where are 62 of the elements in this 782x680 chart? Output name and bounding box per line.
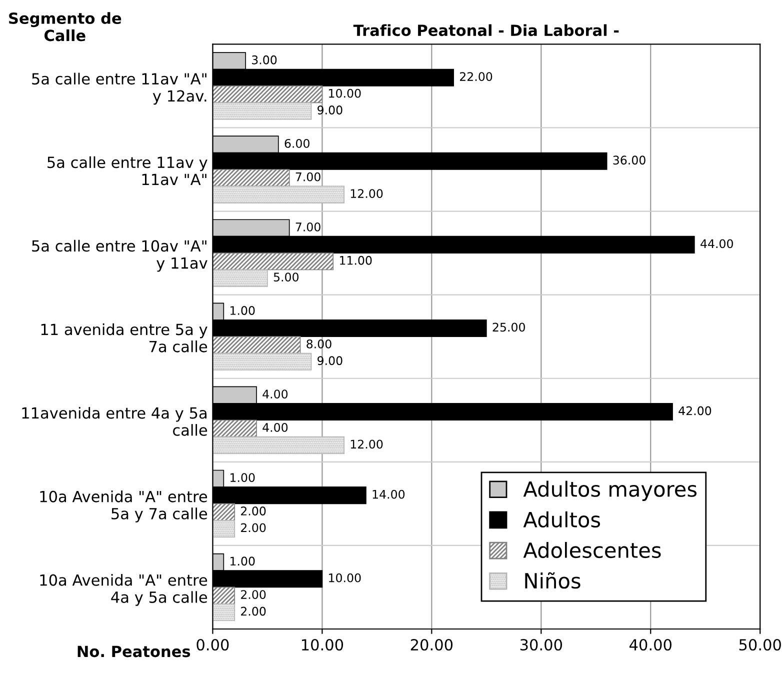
data-label: 25.00 (492, 322, 525, 332)
y-tick-label: 10a Avenida "A" entre 5a y 7a calle (40, 490, 208, 522)
data-label: 2.00 (241, 506, 266, 516)
legend-label: Niños (525, 572, 580, 589)
data-label: 44.00 (700, 239, 733, 248)
x-tick-label: 30.00 (520, 638, 562, 651)
x-tick-label: 10.00 (302, 638, 344, 651)
data-label: 42.00 (678, 406, 712, 416)
legend-label: Adultos (523, 511, 600, 528)
y-axis-title: Segmento de Calle (9, 12, 122, 42)
data-label: 22.00 (460, 72, 492, 82)
bar (212, 352, 312, 370)
x-tick-label: 0.00 (196, 638, 229, 651)
data-label: 10.00 (329, 88, 361, 98)
data-label: 8.00 (306, 339, 332, 348)
data-label: 1.00 (230, 473, 255, 482)
y-tick-label: 10a Avenida "A" entre 4a y 5a calle (40, 574, 208, 606)
x-tick-label: 50.00 (739, 638, 781, 651)
bar (212, 169, 290, 187)
data-label: 9.00 (318, 106, 342, 114)
x-tick-label: 20.00 (410, 638, 453, 651)
y-tick-label: 11avenida entre 4a y 5a calle (22, 406, 208, 436)
bar (212, 586, 236, 604)
data-label: 14.00 (372, 490, 405, 499)
y-tick-label: 5a calle entre 11av "A" y 12av. (32, 72, 206, 105)
data-label: 6.00 (284, 138, 310, 148)
data-label: 36.00 (613, 156, 646, 165)
data-label: 7.00 (296, 172, 320, 182)
bar (212, 436, 344, 454)
data-label: 10.00 (329, 573, 361, 582)
bar (212, 186, 344, 204)
data-label: 12.00 (350, 189, 383, 198)
bar (212, 102, 312, 120)
bar (212, 269, 268, 287)
data-label: 5.00 (274, 272, 298, 282)
y-tick-label: 5a calle entre 10av "A" y 11av (32, 240, 208, 272)
data-label: 2.00 (241, 590, 266, 600)
bar (212, 252, 334, 270)
y-tick-label: 5a calle entre 11av y 11av "A" (48, 156, 208, 186)
data-label: 9.00 (318, 356, 342, 366)
bar (212, 520, 236, 538)
bar (212, 336, 301, 354)
data-label: 2.00 (241, 606, 266, 616)
chart-title: Trafico Peatonal - Dia Laboral - (353, 24, 619, 36)
data-label: 1.00 (230, 306, 255, 315)
data-label: 2.00 (241, 523, 266, 532)
data-label: 4.00 (262, 422, 288, 432)
data-label: 1.00 (230, 556, 255, 566)
legend-label: Adolescentes (523, 542, 661, 558)
data-label: 7.00 (296, 222, 320, 232)
bar (212, 503, 236, 521)
bar (212, 604, 236, 622)
y-tick-label: 11 avenida entre 5a y 7a calle (41, 323, 208, 352)
legend-label: Adultos mayores (523, 480, 697, 501)
x-tick-label: 40.00 (630, 638, 672, 651)
data-label: 11.00 (340, 256, 372, 265)
bar (212, 86, 323, 104)
x-axis-title: No. Peatones (78, 646, 190, 658)
bar (212, 420, 257, 438)
data-label: 12.00 (350, 440, 383, 449)
data-label: 4.00 (262, 390, 288, 399)
data-label: 3.00 (252, 55, 277, 64)
